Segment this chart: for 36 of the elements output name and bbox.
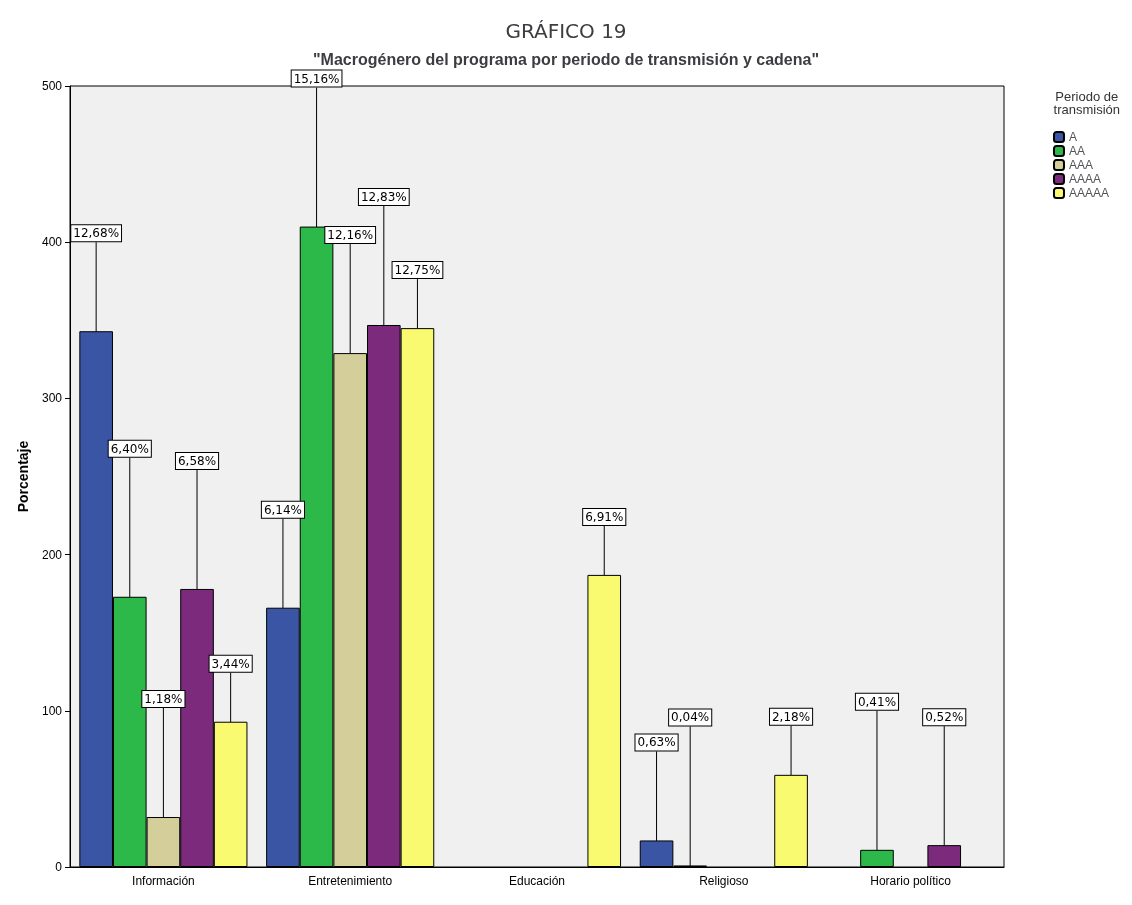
annotation: 12,68% (73, 226, 120, 241)
annotation: 6,40% (110, 441, 149, 456)
legend-label: AA (1068, 144, 1085, 158)
y-tick-label: 100 (41, 703, 63, 718)
y-tick-label: 500 (41, 79, 63, 93)
y-tick-label: 0 (55, 860, 63, 874)
annotation: 6,58% (177, 453, 217, 468)
legend-label: AAA (1068, 158, 1093, 172)
chart-title: GRÁFICO 19 (505, 19, 627, 43)
legend-title: Periodo de transmisión (1053, 89, 1120, 117)
annotation: 0,41% (857, 694, 897, 709)
x-tick-label: Entretenimiento (308, 874, 393, 888)
annotation: 15,16% (293, 71, 340, 86)
legend-label: AAAAA (1068, 186, 1110, 200)
annotation: 2,18% (771, 709, 811, 724)
legend-label: AAAA (1068, 172, 1101, 186)
annotation: 6,14% (263, 502, 303, 517)
annotation: 12,16% (327, 228, 374, 243)
annotation: 0,63% (637, 735, 676, 750)
chart-subtitle: "Macrogénero del programa por periodo de transmisión y cadena" (313, 50, 819, 68)
x-tick-label: Religioso (699, 874, 749, 888)
legend-label: A (1068, 130, 1077, 144)
x-tick-label: Educación (508, 874, 566, 888)
x-tick-label: Horario político (870, 874, 952, 888)
annotation: 1,18% (144, 692, 183, 707)
annotation: 3,44% (211, 656, 250, 671)
annotation: 12,83% (360, 189, 407, 204)
annotation: 0,04% (671, 710, 710, 725)
y-tick-label: 400 (41, 235, 63, 250)
annotation: 12,75% (394, 263, 441, 278)
y-tick-label: 300 (41, 391, 63, 406)
y-tick-label: 200 (41, 547, 63, 562)
annotation: 6,91% (585, 509, 624, 524)
x-tick-label: Información (132, 874, 195, 888)
annotation: 0,52% (925, 710, 964, 725)
y-axis-title: Porcentaje (15, 440, 31, 513)
